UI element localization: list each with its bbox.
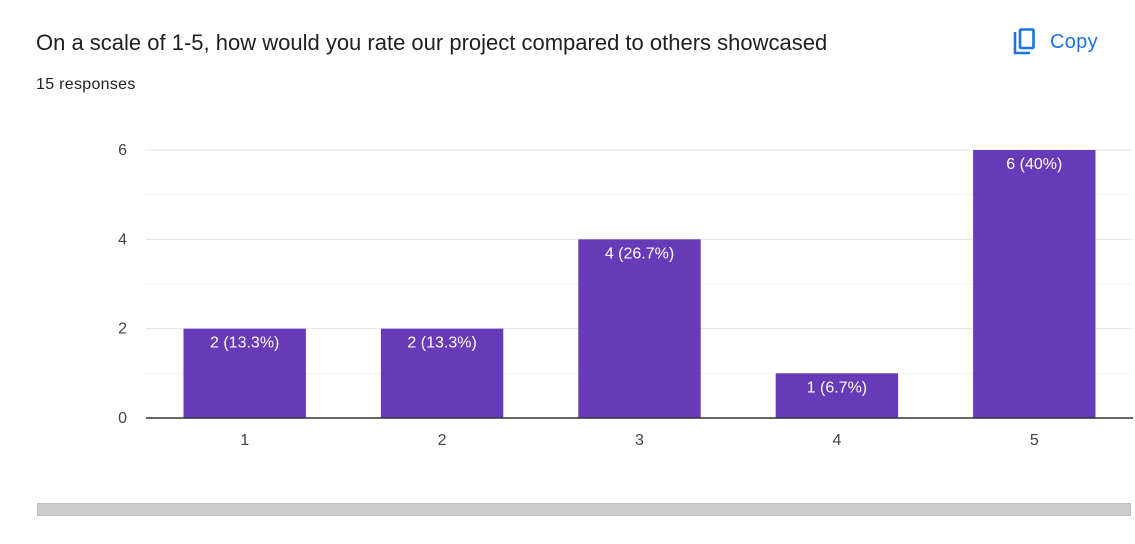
x-tick-label: 4 [832,432,841,449]
copy-button[interactable]: Copy [1006,22,1104,62]
x-tick-label: 2 [438,432,447,449]
bar [973,150,1096,418]
response-count: 15 responses [36,76,136,93]
bar [578,239,701,418]
x-tick-label: 1 [240,432,249,449]
bar-data-label: 1 (6.7%) [807,379,867,396]
bar [380,328,504,418]
bar [775,373,899,418]
y-tick-label: 4 [118,231,127,248]
x-tick-label: 3 [635,432,644,449]
copy-label: Copy [1050,30,1098,53]
x-tick-label: 5 [1030,432,1039,449]
bar-data-label: 4 (26.7%) [605,245,674,262]
bar-data-label: 2 (13.3%) [210,335,279,352]
bar [183,328,306,418]
y-tick-label: 2 [118,321,127,338]
bar-data-label: 2 (13.3%) [407,335,476,352]
y-tick-label: 0 [118,410,127,427]
page-title: On a scale of 1-5, how would you rate ou… [36,30,828,55]
y-tick-label: 6 [118,142,127,159]
bar-data-label: 6 (40%) [1006,156,1062,173]
copy-icon [1012,28,1036,56]
horizontal-scrollbar[interactable] [37,503,1131,516]
